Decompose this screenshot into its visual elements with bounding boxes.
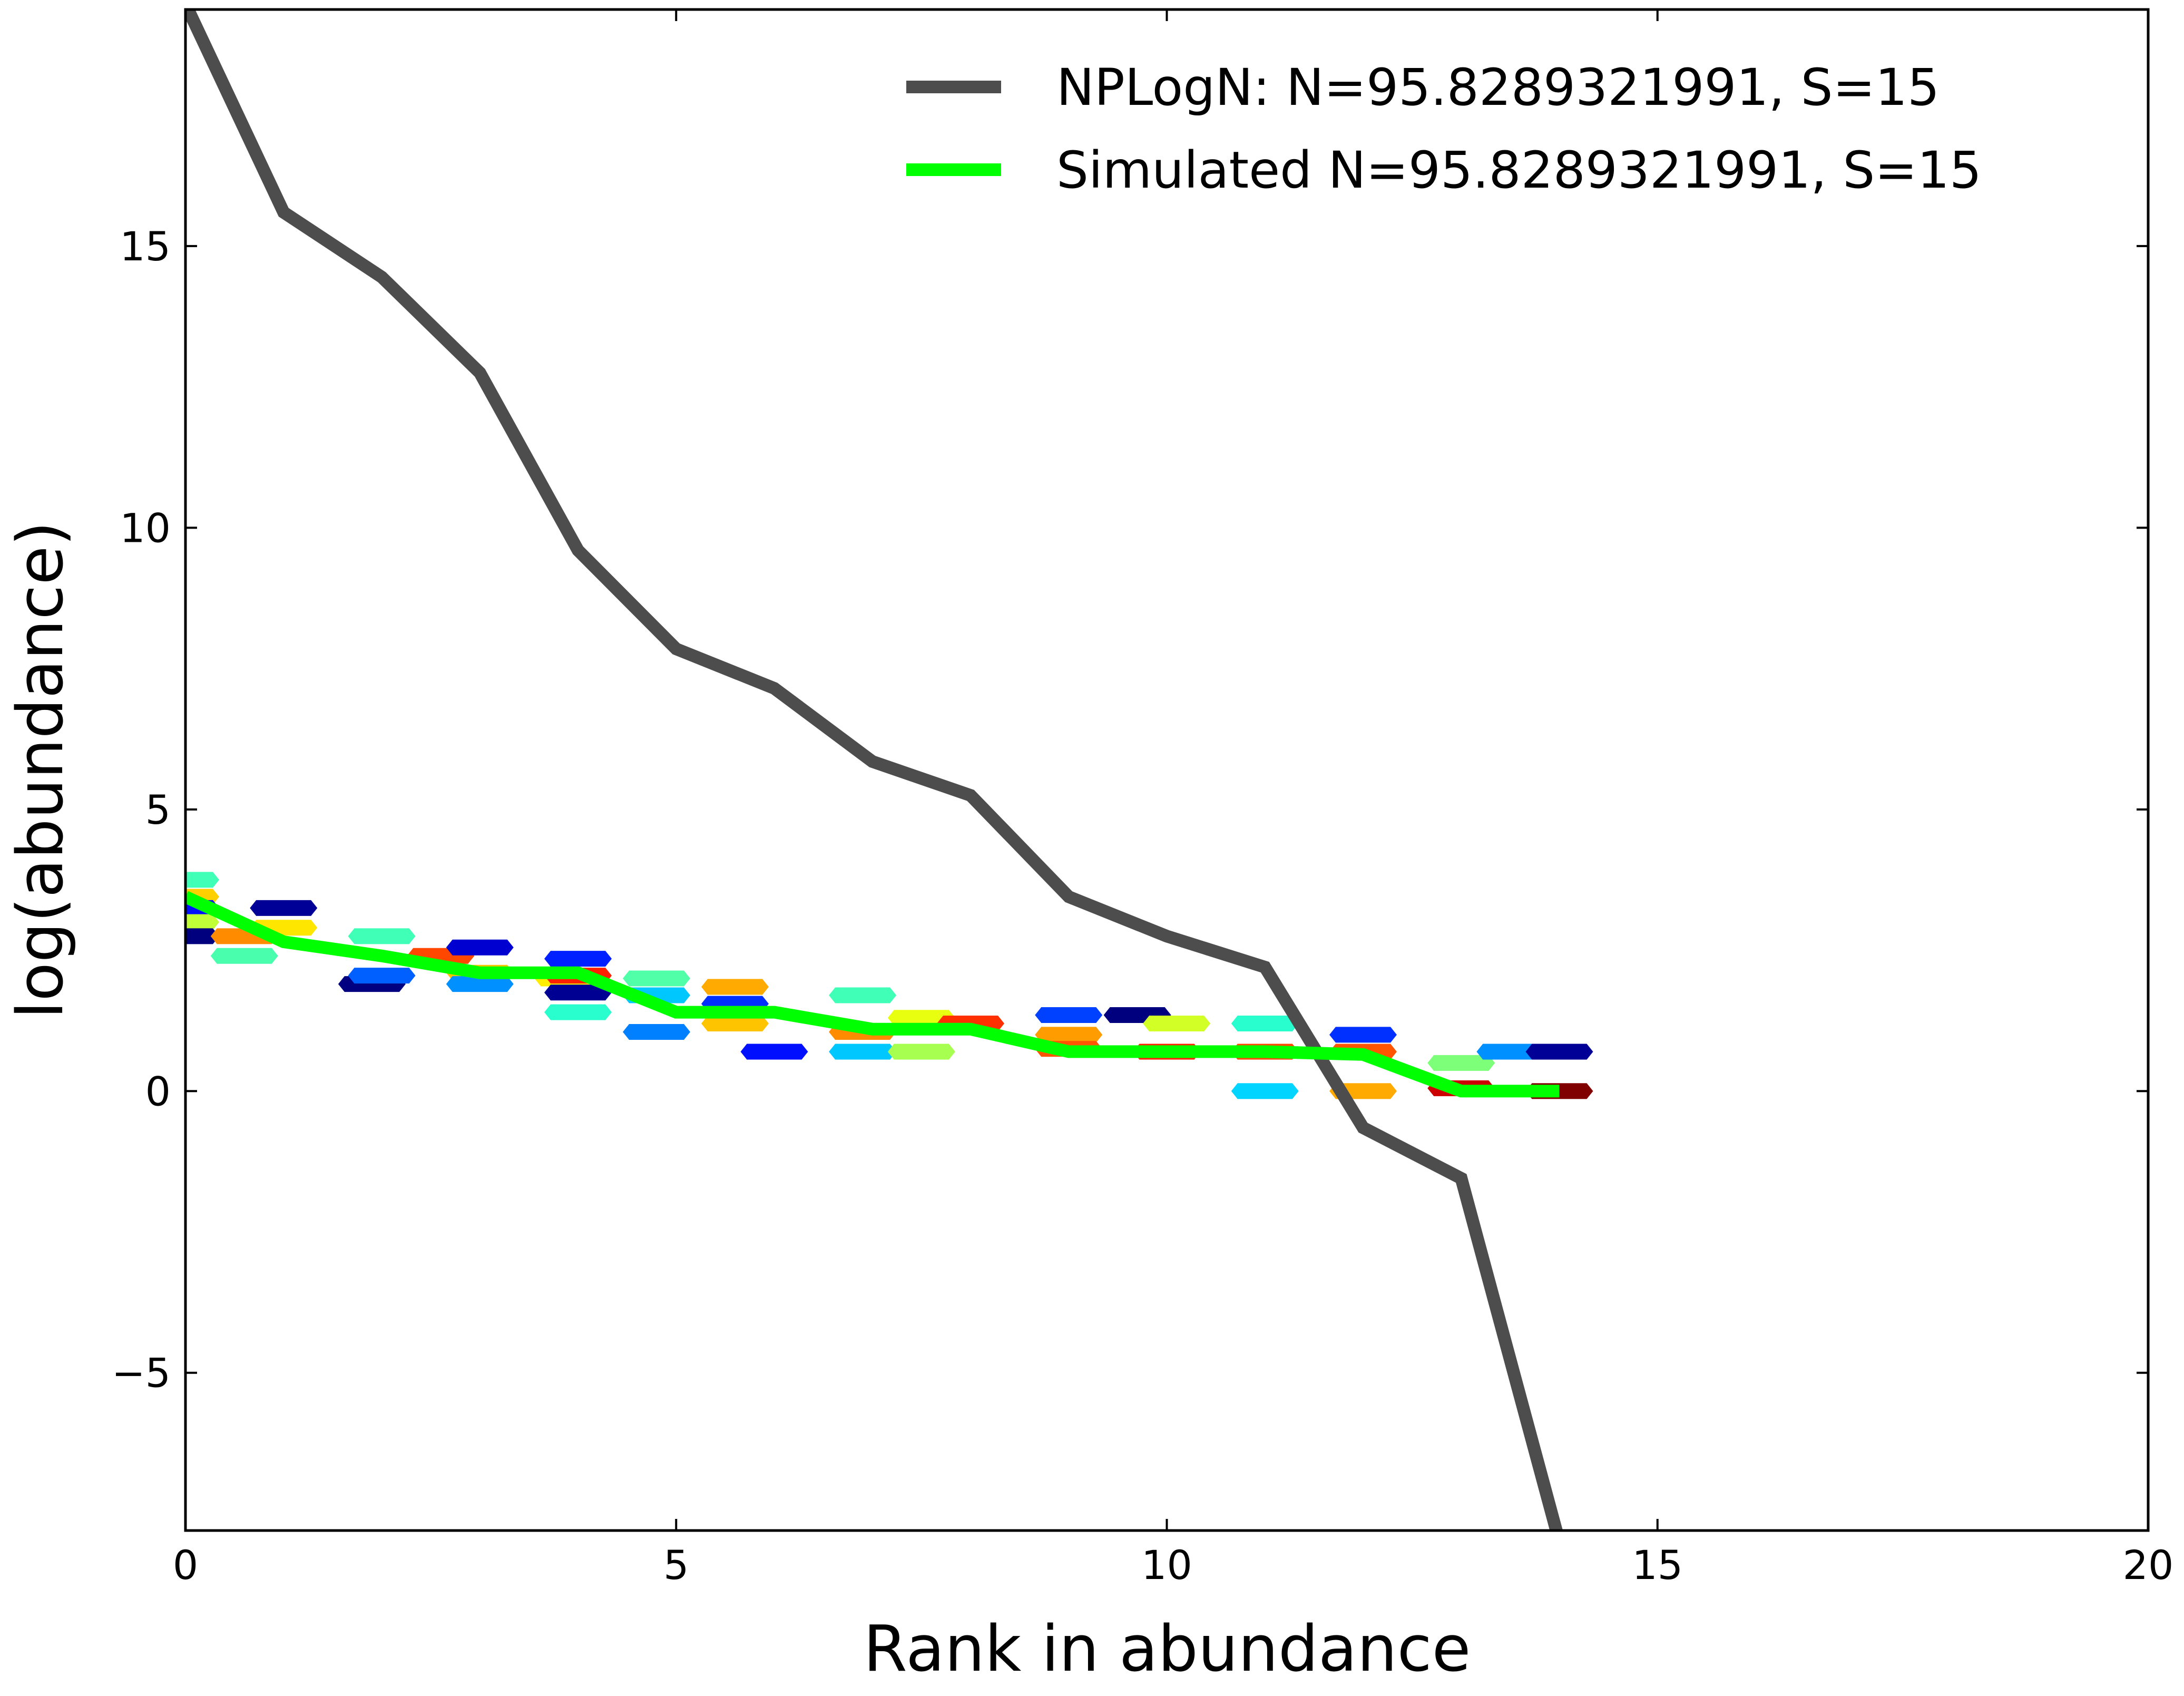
x-tick-label-15: 15: [1632, 1542, 1683, 1588]
x-tick-label-20: 20: [2123, 1542, 2174, 1588]
sample-mark-11: [348, 968, 416, 984]
sample-mark-30: [829, 1044, 897, 1060]
sample-mark-13: [446, 939, 514, 956]
sample-mark-26: [701, 1016, 769, 1031]
legend-label-nplogn: NPLogN: N=95.8289321991, S=15: [1056, 58, 1940, 117]
simulated-series-line: [185, 891, 1560, 1098]
sample-mark-49: [1525, 1044, 1593, 1060]
sample-mark-48: [1476, 1044, 1544, 1060]
sample-mark-17: [544, 951, 612, 967]
series-lines: [185, 9, 1563, 1531]
sample-mark-20: [544, 1004, 612, 1020]
y-tick-label--5: −5: [112, 1350, 171, 1397]
sample-mark-0: [185, 872, 219, 888]
y-tick-label-0: 0: [145, 1068, 171, 1115]
sample-mark-28: [829, 987, 897, 1003]
y-tick-label-15: 15: [120, 223, 171, 270]
x-tick-label-0: 0: [173, 1542, 198, 1588]
sample-mark-7: [250, 900, 318, 916]
sample-mark-42: [1231, 1083, 1299, 1099]
sample-mark-24: [701, 979, 769, 995]
sample-mark-35: [1035, 1027, 1103, 1043]
sample-mark-27: [740, 1044, 808, 1060]
plot-frame: [184, 8, 2150, 1532]
sample-mark-19: [544, 985, 612, 1001]
x-tick-label-5: 5: [663, 1542, 689, 1588]
sample-mark-40: [1231, 1016, 1299, 1031]
sample-mark-32: [887, 1044, 955, 1060]
nplogn-series-line: [185, 9, 1563, 1531]
sample-mark-43: [1329, 1027, 1397, 1043]
sample-mark-4: [185, 928, 219, 944]
sample-mark-23: [623, 1024, 690, 1040]
legend-label-simulated: Simulated N=95.8289321991, S=15: [1056, 141, 1982, 200]
y-tick-label-5: 5: [145, 786, 171, 833]
y-axis-label: log(abundance): [4, 521, 77, 1019]
sample-mark-6: [210, 948, 278, 964]
legend: NPLogN: N=95.8289321991, S=15 Simulated …: [906, 58, 1982, 200]
sample-mark-39: [1143, 1016, 1211, 1031]
y-axis: −5 0 5 10 15: [112, 223, 2148, 1397]
sample-mark-34: [1035, 1007, 1103, 1023]
x-tick-label-10: 10: [1141, 1542, 1192, 1588]
sample-mark-15: [446, 976, 514, 992]
y-tick-label-10: 10: [120, 504, 171, 551]
x-axis-label: Rank in abundance: [864, 1613, 1471, 1686]
sample-mark-10: [348, 928, 416, 944]
sample-mark-3: [185, 914, 219, 930]
x-axis: 0 5 10 15 20: [173, 9, 2174, 1588]
sample-mark-21: [623, 970, 690, 987]
sample-mark-46: [1427, 1055, 1495, 1071]
